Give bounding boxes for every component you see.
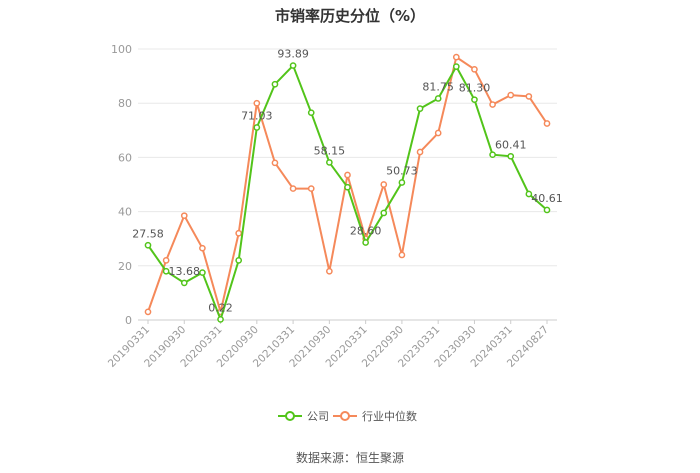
data-point bbox=[416, 105, 424, 112]
data-point bbox=[253, 99, 261, 107]
data-point bbox=[326, 267, 333, 275]
data-point bbox=[398, 251, 406, 259]
data-point bbox=[543, 120, 551, 127]
data-point bbox=[307, 185, 315, 192]
data-label: 40.61 bbox=[531, 192, 563, 205]
y-tick-label: 40 bbox=[118, 206, 132, 219]
data-point bbox=[271, 159, 279, 167]
data-point bbox=[144, 308, 152, 316]
data-point bbox=[289, 185, 297, 192]
data-point bbox=[452, 53, 460, 61]
data-point bbox=[253, 124, 261, 131]
data-point bbox=[434, 129, 442, 137]
x-axis: 2019033120190930202003312020093020210331… bbox=[106, 319, 557, 370]
data-label: 13.68 bbox=[169, 265, 201, 278]
data-label: 50.73 bbox=[386, 165, 418, 178]
data-point bbox=[162, 267, 170, 275]
data-point bbox=[344, 171, 351, 179]
y-tick-label: 0 bbox=[125, 314, 132, 327]
y-tick-label: 80 bbox=[118, 97, 132, 110]
data-point bbox=[543, 206, 551, 214]
data-point bbox=[199, 269, 206, 276]
data-label: 0.22 bbox=[208, 301, 233, 314]
y-tick-label: 100 bbox=[111, 43, 132, 56]
legend-label: 行业中位数 bbox=[362, 409, 417, 423]
chart-title: 市销率历史分位（%） bbox=[275, 7, 425, 25]
data-label: 71.03 bbox=[241, 110, 273, 123]
data-point bbox=[362, 239, 369, 246]
data-point bbox=[398, 179, 406, 186]
data-point bbox=[307, 109, 315, 117]
data-point bbox=[217, 316, 224, 323]
data-point bbox=[344, 183, 351, 191]
legend-item-1[interactable]: 行业中位数 bbox=[333, 409, 417, 423]
data-point bbox=[452, 63, 460, 70]
data-label: 81.30 bbox=[459, 82, 491, 95]
data-point bbox=[380, 209, 388, 217]
data-point bbox=[416, 148, 424, 156]
legend-marker bbox=[340, 411, 350, 421]
series-layer bbox=[144, 53, 551, 323]
data-point bbox=[471, 96, 478, 104]
data-point bbox=[525, 190, 533, 198]
data-point bbox=[489, 151, 496, 159]
y-tick-label: 20 bbox=[118, 260, 132, 273]
data-point bbox=[471, 65, 478, 73]
data-point bbox=[525, 93, 533, 100]
data-label: 93.89 bbox=[277, 48, 309, 61]
data-point bbox=[271, 80, 279, 88]
data-point bbox=[289, 62, 297, 69]
legend-marker bbox=[285, 411, 295, 421]
data-point bbox=[144, 241, 152, 249]
data-point bbox=[380, 181, 388, 188]
data-point bbox=[235, 257, 243, 264]
data-point bbox=[180, 279, 188, 287]
data-point bbox=[180, 212, 188, 220]
data-label: 60.41 bbox=[495, 138, 527, 151]
legend[interactable]: 公司 行业中位数 bbox=[278, 409, 417, 423]
data-label: 81.75 bbox=[422, 80, 454, 93]
legend-item-0[interactable]: 公司 bbox=[278, 410, 329, 423]
data-point bbox=[507, 91, 515, 99]
data-point bbox=[507, 152, 515, 160]
legend-label: 公司 bbox=[307, 410, 329, 423]
y-tick-label: 60 bbox=[118, 151, 132, 164]
source-text: 数据来源：恒生聚源 bbox=[296, 450, 404, 465]
data-point bbox=[489, 101, 496, 108]
data-point bbox=[326, 159, 333, 166]
y-axis: 0 20 40 60 80 100 bbox=[111, 43, 132, 327]
data-label: 58.15 bbox=[314, 144, 346, 157]
data-point bbox=[162, 257, 170, 264]
data-point bbox=[199, 244, 206, 252]
data-point bbox=[235, 229, 243, 237]
data-labels: 27.58 13.68 0.22 71.03 93.89 58.15 28.60 50.73 8… bbox=[132, 48, 563, 315]
data-label: 27.58 bbox=[132, 227, 164, 240]
data-point bbox=[434, 95, 442, 102]
data-label: 28.60 bbox=[350, 224, 382, 237]
